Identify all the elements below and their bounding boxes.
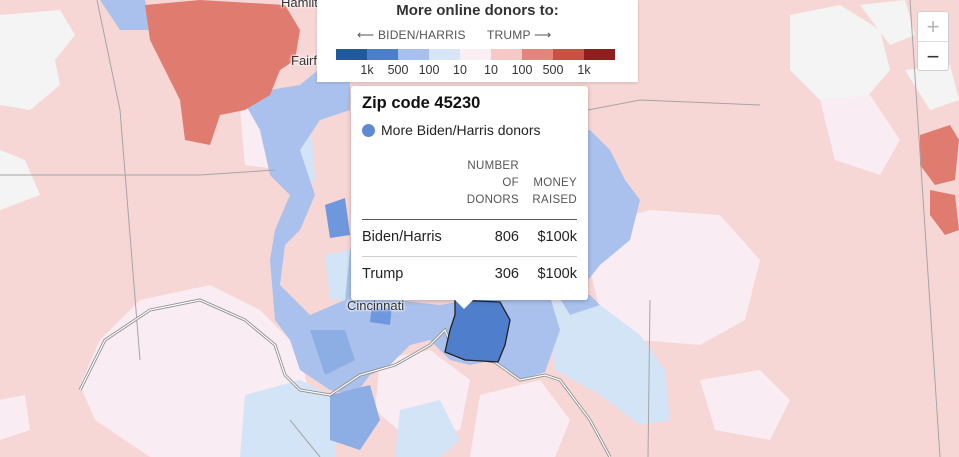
- column-header-donors: NUMBER OF DONORS: [449, 158, 519, 209]
- legend-tick-label: 1k: [360, 63, 374, 77]
- legend-trump-label: TRUMP: [487, 28, 531, 42]
- zip-area-pink[interactable]: [0, 395, 30, 440]
- legend-tick-label: 1k: [577, 63, 591, 77]
- legend-swatch: [584, 49, 615, 60]
- county-boundary: [587, 99, 761, 111]
- row-donor-count: 306: [494, 266, 519, 282]
- legend-swatch: [429, 49, 460, 60]
- table-row: Biden/Harris 806 $100k: [362, 229, 577, 249]
- zip-area-pink[interactable]: [700, 370, 790, 440]
- legend-swatch: [367, 49, 398, 60]
- zip-area-mid-blue[interactable]: [325, 198, 350, 238]
- legend-swatch: [336, 49, 367, 60]
- legend-tick-label: 500: [542, 63, 564, 77]
- county-boundary: [289, 419, 321, 457]
- legend-trump-direction: TRUMP ⟶: [487, 28, 551, 42]
- legend-swatch: [460, 49, 491, 60]
- legend-swatch: [398, 49, 429, 60]
- legend-biden-label: BIDEN/HARRIS: [377, 28, 466, 42]
- legend-tick-label: 10: [453, 63, 467, 77]
- legend-color-scale: [336, 49, 615, 60]
- column-header-money: MONEY RAISED: [517, 175, 577, 209]
- county-boundary: [909, 0, 941, 457]
- row-money-raised: $100k: [537, 266, 577, 282]
- zip-area-white[interactable]: [0, 10, 75, 110]
- row-candidate-name: Trump: [362, 266, 404, 282]
- selected-zip-45230[interactable]: [444, 299, 511, 363]
- zip-area-white[interactable]: [0, 150, 40, 210]
- county-boundary: [96, 0, 141, 361]
- legend-tick-label: 10: [484, 63, 498, 77]
- tooltip-lead-text: More Biden/Harris donors: [381, 122, 541, 138]
- zip-area-light-blue[interactable]: [545, 300, 670, 425]
- zoom-in-button[interactable]: +: [918, 12, 948, 42]
- zip-area-mid-blue[interactable]: [370, 305, 392, 325]
- zip-area-pink[interactable]: [820, 95, 900, 175]
- zip-area-blue[interactable]: [330, 385, 380, 450]
- legend-title: More online donors to:: [396, 2, 559, 19]
- table-row-divider: [362, 256, 577, 257]
- legend-swatch: [553, 49, 584, 60]
- county-boundary: [0, 169, 276, 176]
- zip-area-blue[interactable]: [588, 130, 640, 280]
- zip-area-red[interactable]: [930, 190, 959, 235]
- zip-area-blue[interactable]: [100, 0, 150, 30]
- map-legend: More online donors to: ⟵ BIDEN/HARRIS TR…: [317, 0, 638, 82]
- arrow-left-icon: ⟵: [357, 28, 375, 42]
- zip-area-light-blue[interactable]: [325, 250, 352, 300]
- zip-area-white[interactable]: [790, 5, 890, 105]
- zip-area-red[interactable]: [145, 0, 300, 145]
- row-candidate-name: Biden/Harris: [362, 229, 442, 245]
- county-boundary: [647, 299, 651, 457]
- zip-tooltip: Zip code 45230 More Biden/Harris donors …: [351, 86, 588, 309]
- zip-area-pink[interactable]: [470, 380, 570, 457]
- lead-color-dot-icon: [362, 123, 375, 137]
- column-header-donors-line3: DONORS: [466, 194, 519, 206]
- tooltip-title: Zip code 45230: [362, 94, 481, 112]
- legend-biden-direction: ⟵ BIDEN/HARRIS: [357, 28, 466, 42]
- zip-area-red[interactable]: [920, 125, 959, 185]
- legend-tick-label: 100: [511, 63, 533, 77]
- zoom-out-button[interactable]: −: [926, 43, 940, 69]
- tooltip-lead: More Biden/Harris donors: [362, 122, 541, 138]
- column-header-money-line2: RAISED: [532, 194, 577, 206]
- column-header-donors-line1: NUMBER: [467, 160, 519, 172]
- place-label-hamilton: Hamilton: [281, 0, 333, 10]
- column-header-donors-line2: OF: [502, 177, 519, 189]
- table-row: Trump 306 $100k: [362, 266, 577, 286]
- legend-tick-label: 500: [387, 63, 409, 77]
- place-label-cincinnati: Cincinnati: [347, 298, 405, 313]
- legend-swatch: [522, 49, 553, 60]
- column-header-money-line1: MONEY: [533, 177, 577, 189]
- row-donor-count: 806: [494, 229, 519, 245]
- zip-area-light-blue[interactable]: [240, 380, 340, 457]
- legend-tick-label: 100: [418, 63, 440, 77]
- arrow-right-icon: ⟶: [534, 28, 552, 42]
- zip-area-blue[interactable]: [310, 330, 355, 375]
- table-header-divider: [362, 219, 577, 220]
- ohio-river: [79, 299, 611, 457]
- zoom-control: + −: [917, 11, 949, 71]
- row-money-raised: $100k: [537, 229, 577, 245]
- zip-area-light-blue[interactable]: [395, 400, 460, 457]
- zip-area-white[interactable]: [860, 0, 915, 45]
- zip-area-white[interactable]: [905, 65, 959, 110]
- legend-swatch: [491, 49, 522, 60]
